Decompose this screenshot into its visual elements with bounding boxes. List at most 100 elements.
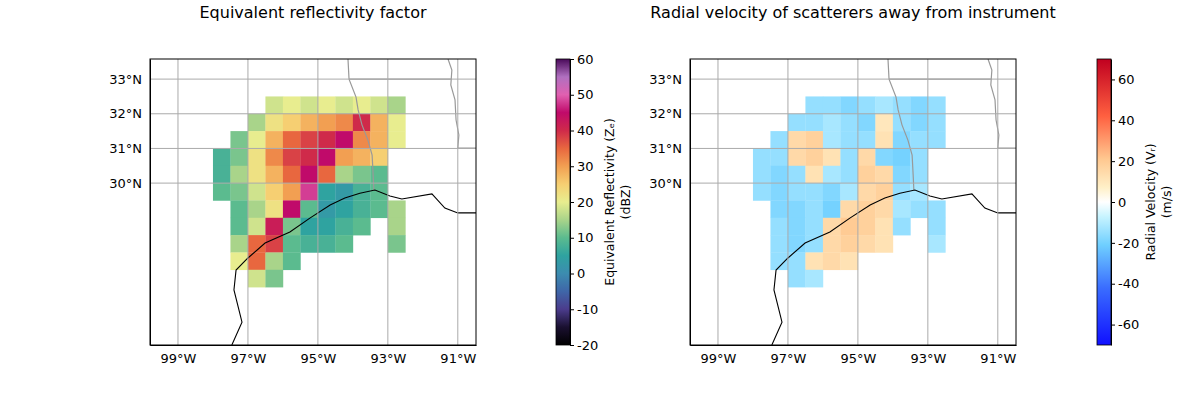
radar-cell	[300, 131, 318, 149]
panel-title: Equivalent reflectivity factor	[199, 3, 426, 22]
radar-cell	[823, 200, 841, 218]
radar-cell	[213, 183, 231, 201]
x-tick-label: 93°W	[910, 351, 946, 366]
radar-cell	[370, 131, 388, 149]
radar-cell	[318, 131, 336, 149]
x-tick: 93°W	[370, 345, 406, 366]
radar-cell	[875, 235, 893, 253]
radar-cell	[823, 114, 841, 132]
radar-cell	[265, 218, 283, 236]
radar-cell	[875, 166, 893, 184]
radar-cell	[388, 96, 406, 114]
x-tick: 91°W	[440, 345, 476, 366]
radar-cell	[840, 252, 858, 270]
colorbar-tick: 0	[1111, 195, 1126, 210]
radar-cell	[788, 183, 806, 201]
radar-cell	[248, 131, 266, 149]
colorbar: -20-100102030405060Equivalent Reflectivi…	[556, 52, 633, 353]
radar-cell	[213, 166, 231, 184]
y-axis: 30°N31°N32°N33°N	[109, 60, 150, 346]
grid-line-y	[150, 183, 476, 184]
colorbar-tick-label: -10	[577, 302, 598, 317]
radar-cell	[805, 270, 823, 288]
radar-cell	[928, 218, 946, 236]
radar-cell	[335, 235, 353, 253]
radar-cell	[248, 148, 266, 166]
grid-line-x	[247, 59, 248, 345]
radar-cell	[335, 166, 353, 184]
radar-cell	[770, 235, 788, 253]
radar-cell	[318, 96, 336, 114]
y-tick: 32°N	[109, 106, 150, 121]
radar-cell	[265, 235, 283, 253]
colorbar-tick: 50	[570, 87, 594, 102]
colorbar-tick-label: -40	[1118, 276, 1139, 291]
colorbar-tick-label: 30	[577, 159, 594, 174]
radar-cell	[230, 200, 248, 218]
radar-cell	[283, 200, 301, 218]
colorbar-tick-mark	[1111, 284, 1115, 285]
radar-cell	[823, 183, 841, 201]
colorbar-tick: -20	[570, 338, 598, 353]
grid-line-y	[150, 79, 476, 80]
colorbar-tick-label: -60	[1118, 317, 1139, 332]
radar-cell	[910, 114, 928, 132]
radar-cell	[858, 148, 876, 166]
grid-line-y	[690, 113, 1016, 114]
radar-cell	[248, 200, 266, 218]
colorbar-gradient	[1097, 59, 1111, 345]
radar-cell	[388, 114, 406, 132]
colorbar-tick: -10	[570, 302, 598, 317]
radar-cell	[788, 218, 806, 236]
colorbar-tick: 30	[570, 159, 594, 174]
y-tick-label: 33°N	[649, 72, 682, 87]
radar-cell	[388, 200, 406, 218]
radar-cell	[788, 114, 806, 132]
state-border	[988, 59, 1016, 148]
colorbar-tick: 0	[570, 266, 585, 281]
colorbar-tick: -60	[1111, 317, 1139, 332]
x-tick-label: 91°W	[440, 351, 476, 366]
colorbar-tick: 20	[1111, 154, 1135, 169]
y-tick: 31°N	[649, 141, 690, 156]
radar-cell	[805, 166, 823, 184]
radar-cell	[230, 148, 248, 166]
x-tick: 99°W	[161, 345, 197, 366]
radar-cell	[318, 114, 336, 132]
radar-cell	[753, 148, 771, 166]
colorbar-tick-mark	[570, 274, 574, 275]
x-axis: 99°W97°W95°W93°W91°W	[151, 345, 477, 366]
colorbar-tick-mark	[570, 345, 574, 346]
y-tick: 33°N	[109, 72, 150, 87]
grid	[690, 59, 1016, 345]
radar-cell	[910, 200, 928, 218]
radar-cell	[928, 131, 946, 149]
radar-cell	[230, 166, 248, 184]
radar-cell	[370, 114, 388, 132]
radar-cell	[265, 183, 283, 201]
colorbar-tick: 20	[570, 195, 594, 210]
colorbar-gradient	[556, 59, 570, 345]
radar-cell	[770, 131, 788, 149]
radar-cell	[283, 96, 301, 114]
y-tick-label: 32°N	[109, 106, 142, 121]
radar-cell	[928, 96, 946, 114]
radar-cell	[753, 166, 771, 184]
colorbar-tick: -20	[1111, 236, 1139, 251]
radar-cell	[283, 148, 301, 166]
x-axis-line	[691, 345, 1017, 346]
plot-frame	[150, 59, 476, 345]
x-tick: 91°W	[980, 345, 1016, 366]
radar-cell	[283, 235, 301, 253]
state-border	[448, 59, 476, 148]
radar-cell	[300, 96, 318, 114]
radar-cell	[230, 183, 248, 201]
colorbar-label: Radial Velocity (Vᵣ)	[1143, 143, 1158, 260]
radar-cell	[265, 166, 283, 184]
radar-cell	[335, 114, 353, 132]
grid-line-x	[457, 59, 458, 345]
y-tick: 32°N	[649, 106, 690, 121]
radar-cell	[335, 218, 353, 236]
colorbar-tick-label: 50	[577, 87, 594, 102]
radar-cell	[875, 114, 893, 132]
